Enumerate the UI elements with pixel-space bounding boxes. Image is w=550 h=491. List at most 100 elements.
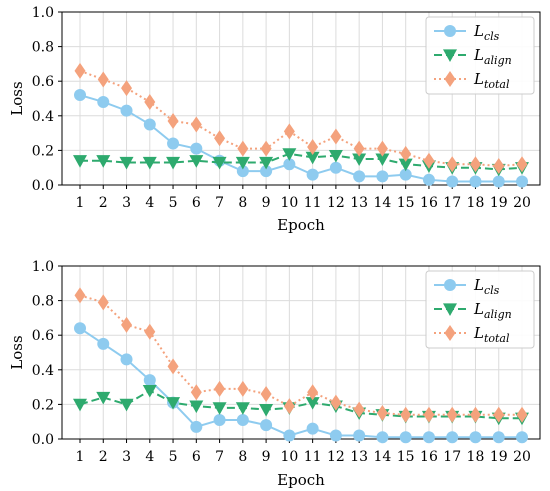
legend-label-sub: align <box>484 54 512 67</box>
data-point-align <box>73 398 87 412</box>
data-point-align <box>212 402 227 415</box>
x-axis-label: Epoch <box>277 216 325 234</box>
x-tick-label: 8 <box>238 449 247 465</box>
x-tick-label: 4 <box>145 449 154 465</box>
y-axis-label: Loss <box>8 81 26 115</box>
x-axis-label: Epoch <box>277 471 325 489</box>
data-point-total <box>516 406 528 423</box>
data-point-total <box>516 156 528 173</box>
data-point-total <box>260 386 272 403</box>
data-point-cls <box>283 158 296 171</box>
data-point-cls <box>190 420 203 433</box>
x-tick-label: 17 <box>443 195 461 211</box>
data-point-cls <box>376 170 389 183</box>
data-point-align <box>166 156 181 170</box>
data-point-cls <box>283 429 296 442</box>
plot-frame <box>61 11 541 186</box>
y-tick-label: 0.8 <box>32 40 54 56</box>
data-point-cls <box>97 95 110 108</box>
chart-top: 0.00.20.40.60.81.01 2 3 4 5 6 7 8 9 10 11 12 13 14 15 1… <box>8 5 541 234</box>
data-point-total <box>190 116 202 133</box>
x-tick-label: 20 <box>513 449 531 465</box>
data-point-total <box>97 294 109 311</box>
legend-marker-cls <box>444 279 456 291</box>
legend-label-main: L <box>473 22 484 40</box>
y-tick-label: 0.6 <box>32 74 54 90</box>
data-point-cls <box>329 161 342 174</box>
data-point-cls <box>399 431 412 444</box>
data-point-cls <box>143 118 156 131</box>
data-point-cls <box>516 431 528 444</box>
x-tick-label: 12 <box>327 449 345 465</box>
data-point-total <box>400 145 412 162</box>
data-point-total <box>353 140 365 157</box>
data-point-cls <box>213 413 226 426</box>
legend-box <box>425 270 535 349</box>
data-point-total <box>423 406 435 423</box>
x-tick-label: 6 <box>192 449 201 465</box>
legend-label-main: L <box>473 70 484 88</box>
data-point-total <box>144 93 156 110</box>
data-point-total <box>376 405 388 422</box>
data-point-cls <box>446 175 459 188</box>
y-tick-label: 0.2 <box>32 397 54 413</box>
x-tick-label: 15 <box>397 195 415 211</box>
x-tick-label: 7 <box>215 195 224 211</box>
data-point-total <box>469 156 481 173</box>
data-point-total <box>400 406 412 423</box>
series-cls <box>74 322 528 444</box>
x-tick-label: 8 <box>238 195 247 211</box>
legend-box <box>425 16 535 95</box>
data-point-total <box>330 128 342 145</box>
data-point-total <box>446 406 458 423</box>
x-tick-label: 16 <box>420 449 438 465</box>
data-point-cls <box>422 431 435 444</box>
data-point-total <box>121 80 133 97</box>
data-point-cls <box>97 337 110 350</box>
legend-label-sub: cls <box>484 284 500 297</box>
x-tick-label: 9 <box>262 449 271 465</box>
x-tick-label: 3 <box>122 195 131 211</box>
data-point-total <box>237 140 249 157</box>
y-tick-label: 1.0 <box>32 259 54 275</box>
data-point-cls <box>492 431 505 444</box>
data-point-total <box>353 401 365 418</box>
data-point-align <box>305 397 320 410</box>
legend-marker-cls <box>444 25 456 37</box>
data-point-total <box>190 384 202 401</box>
data-point-align <box>212 156 227 170</box>
legend-label-sub: align <box>484 308 512 321</box>
data-point-total <box>214 130 226 147</box>
y-tick-label: 0.8 <box>32 294 54 310</box>
data-point-cls <box>516 175 528 188</box>
data-point-cls <box>422 173 435 186</box>
data-point-cls <box>492 175 505 188</box>
y-tick-label: 0.4 <box>32 109 54 125</box>
x-tick-label: 10 <box>280 449 298 465</box>
data-point-total <box>307 384 319 401</box>
x-tick-label: 1 <box>76 449 85 465</box>
legend-label-sub: total <box>484 78 510 91</box>
x-tick-label: 19 <box>490 195 508 211</box>
data-point-align <box>96 155 111 168</box>
data-point-align <box>96 391 111 405</box>
x-tick-label: 12 <box>327 195 345 211</box>
legend-marker-align <box>443 49 457 62</box>
y-tick-label: 0.0 <box>32 178 54 194</box>
data-point-align <box>119 398 134 412</box>
data-point-cls <box>236 165 249 178</box>
data-point-total <box>237 380 249 397</box>
data-point-cls <box>469 175 482 188</box>
data-point-total <box>469 406 481 423</box>
y-axis-label: Loss <box>8 335 26 369</box>
legend-marker-total <box>444 71 456 87</box>
data-point-align <box>375 153 390 167</box>
data-point-total <box>144 323 156 340</box>
data-point-cls <box>74 322 86 335</box>
x-tick-label: 10 <box>280 195 298 211</box>
y-tick-label: 0.4 <box>32 363 54 379</box>
data-point-cls <box>236 413 249 426</box>
data-point-cls <box>190 142 203 155</box>
